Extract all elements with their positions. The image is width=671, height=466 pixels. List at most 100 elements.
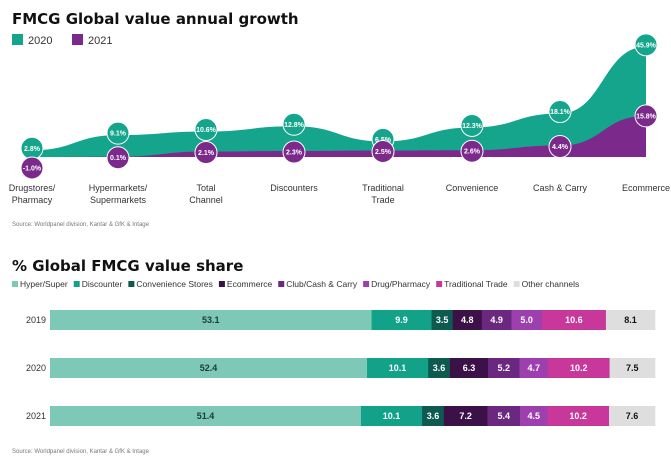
share-source-note: Source: Worldpanel division, Kantar & Gf… — [12, 449, 150, 455]
bubble-2021 — [20, 156, 44, 180]
bar-value-label: 3.6 — [433, 363, 446, 373]
category-label: Total Channel — [189, 183, 223, 205]
category-label: Drugstores/Pharmacy — [9, 183, 56, 205]
bar-value-label: 5.4 — [497, 411, 510, 421]
data-label-2021: 2.3% — [286, 150, 303, 157]
legend-swatch-2021 — [72, 34, 83, 45]
bar-segment — [609, 406, 656, 426]
bar-value-label: 4.5 — [527, 411, 540, 421]
legend-swatch — [363, 281, 370, 287]
bar-value-label: 7.5 — [626, 363, 639, 373]
bar-value-label: 4.8 — [461, 315, 474, 325]
bar-value-label: 7.2 — [459, 411, 472, 421]
legend-label: Discounter — [82, 279, 123, 289]
bar-value-label: 6.3 — [463, 363, 476, 373]
bar-segment — [443, 406, 488, 426]
bar-value-label: 10.1 — [389, 363, 407, 373]
bar-value-label: 4.9 — [490, 315, 503, 325]
growth-area-plot: 2.8%9.1%10.6%12.8%6.5%12.3%18.1%45.9%-1.… — [9, 33, 670, 205]
area-2020 — [32, 46, 646, 158]
growth-chart-title: FMCG Global value annual growth — [12, 10, 299, 28]
bar-segment — [547, 406, 610, 426]
bar-segment — [541, 310, 607, 330]
legend-swatch — [128, 281, 135, 287]
year-label: 2020 — [26, 363, 46, 373]
bubble-2021 — [634, 104, 658, 128]
category-label: Hypermarkets/Supermarkets — [89, 183, 148, 205]
bar-value-label: 4.7 — [527, 363, 540, 373]
bar-value-label: 3.6 — [427, 411, 440, 421]
bar-segment — [360, 406, 423, 426]
data-label-2020: 2.8% — [24, 146, 41, 153]
bar-segment — [428, 358, 451, 378]
bar-segment — [371, 310, 432, 330]
bubble-2020 — [194, 118, 218, 142]
legend-label: Club/Cash & Carry — [286, 279, 358, 289]
bubble-2021 — [282, 140, 306, 164]
bar-segment — [422, 406, 445, 426]
legend-swatch — [12, 281, 18, 287]
bar-value-label: 10.2 — [570, 363, 588, 373]
legend-swatch — [278, 281, 285, 287]
bar-value-label: 10.2 — [569, 411, 587, 421]
legend-label: Other channels — [522, 279, 580, 289]
data-label-2021: 2.5% — [375, 149, 392, 156]
bubble-2021 — [106, 146, 130, 170]
bar-value-label: 10.6 — [565, 315, 583, 325]
bar-value-label: 3.5 — [436, 315, 449, 325]
legend-swatch — [436, 281, 443, 287]
legend-label: Drug/Pharmacy — [371, 279, 431, 289]
bar-segment — [547, 358, 610, 378]
data-label-2020: 12.8% — [284, 122, 305, 129]
bar-value-label: 7.6 — [626, 411, 639, 421]
bar-segment — [519, 358, 549, 378]
bar-segment — [50, 358, 368, 378]
bar-value-label: 52.4 — [200, 363, 218, 373]
legend-label: Ecommerce — [227, 279, 273, 289]
data-label-2021: 4.4% — [552, 144, 569, 151]
category-label: Convenience — [446, 183, 499, 193]
share-bar-plot: 2019 53.1 9.9 3.5 4.8 4.9 5.0 10.6 8.1 2020 52.4 10… — [26, 310, 656, 426]
legend-swatch-2020 — [12, 34, 23, 45]
bubble-2020 — [548, 100, 572, 124]
category-label: Discounters — [270, 183, 318, 193]
share-legend: Hyper/Super Discounter Convenience Stores E… — [12, 279, 579, 289]
bar-segment — [452, 310, 483, 330]
data-label-2020: 18.1% — [550, 109, 571, 116]
bubble-2020 — [282, 112, 306, 136]
legend-label-2021: 2021 — [88, 35, 112, 47]
bar-segment — [449, 358, 489, 378]
year-label: 2019 — [26, 315, 46, 325]
bar-segment — [609, 358, 656, 378]
bar-segment — [481, 310, 512, 330]
legend-swatch — [218, 281, 225, 287]
data-label-2021: -1.0% — [23, 166, 42, 173]
bar-segment — [367, 358, 429, 378]
data-label-2021: 2.1% — [198, 150, 215, 157]
area-2021 — [32, 115, 646, 157]
data-label-2021: 2.6% — [464, 149, 481, 156]
bar-segment — [50, 310, 372, 330]
growth-legend: 2020 2021 — [12, 34, 112, 47]
bubble-2020 — [460, 113, 484, 137]
bubble-2021 — [460, 139, 484, 163]
legend-label: Convenience Stores — [136, 279, 213, 289]
bar-value-label: 51.4 — [197, 411, 215, 421]
bar-value-label: 53.1 — [202, 315, 220, 325]
bar-segment — [605, 310, 656, 330]
data-label-2021: 0.1% — [110, 155, 127, 162]
bar-value-label: 5.0 — [520, 315, 533, 325]
bar-segment — [488, 358, 520, 378]
bar-segment — [520, 406, 548, 426]
data-label-2020: 9.1% — [110, 131, 127, 138]
data-label-2020: 12.3% — [462, 123, 483, 130]
bar-segment — [511, 310, 543, 330]
bar-segment — [487, 406, 521, 426]
growth-source-note: Source: Worldpanel division, Kantar & Gf… — [12, 222, 150, 228]
share-chart-title: % Global FMCG value share — [12, 257, 243, 275]
bar-value-label: 8.1 — [624, 315, 637, 325]
year-label: 2021 — [26, 411, 46, 421]
bar-value-label: 9.9 — [395, 315, 408, 325]
legend-label-2020: 2020 — [28, 35, 52, 47]
